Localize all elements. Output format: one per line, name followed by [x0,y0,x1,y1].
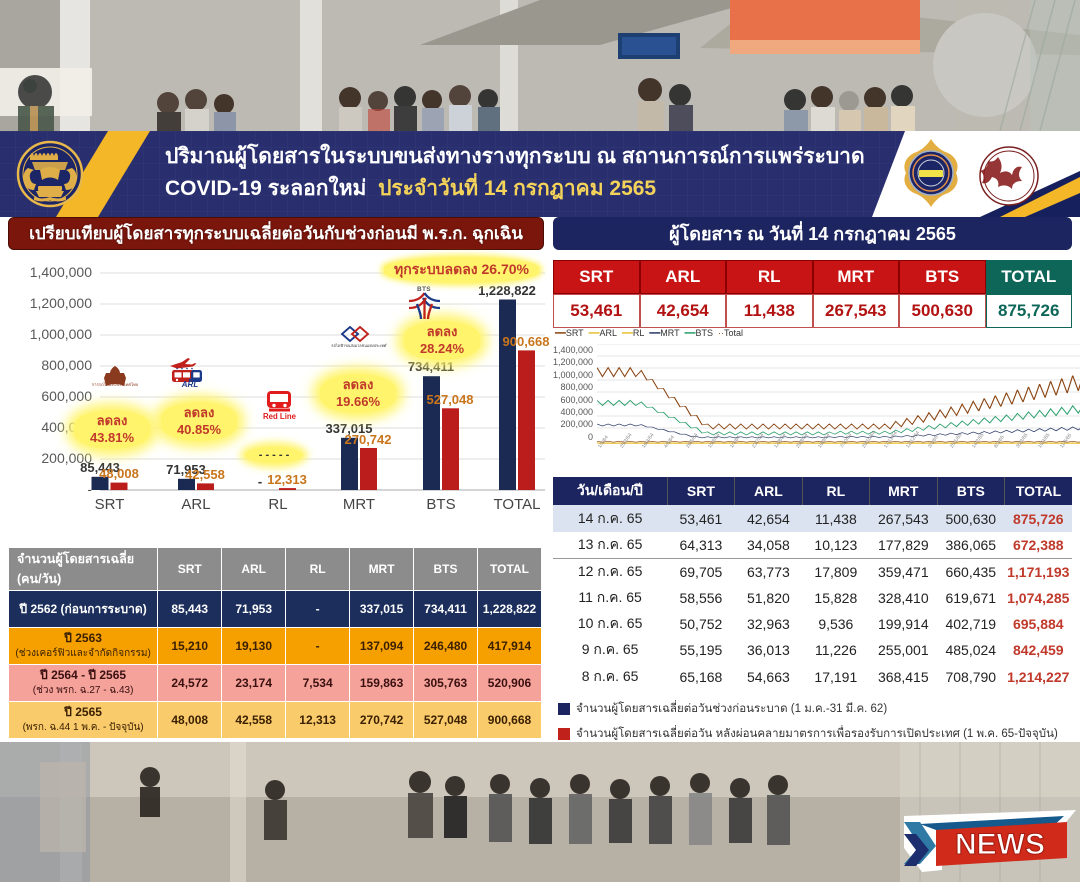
svg-text:Red Line: Red Line [263,412,297,421]
svg-text:1,228,822: 1,228,822 [478,283,536,298]
svg-text:800,000: 800,000 [41,357,92,373]
svg-text:TOTAL: TOTAL [494,496,541,513]
svg-text:SRT: SRT [95,496,125,513]
svg-text:NEWS: NEWS [955,828,1045,861]
svg-text:ARL: ARL [181,496,210,513]
svg-text:RL: RL [268,496,287,513]
svg-text:42,558: 42,558 [185,467,225,482]
svg-text:1,400,000: 1,400,000 [30,264,92,280]
svg-text:48,008: 48,008 [99,466,139,481]
svg-text:การรถไฟแห่งประเทศไทย: การรถไฟแห่งประเทศไทย [92,382,138,387]
svg-text:1,000,000: 1,000,000 [30,326,92,342]
svg-text:12,313: 12,313 [267,472,307,487]
svg-text:ARL: ARL [181,380,199,387]
svg-text:734,411: 734,411 [408,359,454,374]
svg-text:527,048: 527,048 [427,392,474,407]
svg-text:600,000: 600,000 [41,388,92,404]
svg-text:BTS: BTS [426,496,455,513]
svg-text:900,668: 900,668 [503,334,550,349]
svg-text:-: - [258,474,262,489]
svg-text:MRT: MRT [343,496,375,513]
svg-text:BTS: BTS [417,286,431,293]
svg-text:การรถไฟฟ้าขนส่งมวลชนแห่งประเทศ: การรถไฟฟ้าขนส่งมวลชนแห่งประเทศไทย [331,343,387,348]
svg-text:1,200,000: 1,200,000 [30,295,92,311]
svg-text:270,742: 270,742 [345,432,392,447]
